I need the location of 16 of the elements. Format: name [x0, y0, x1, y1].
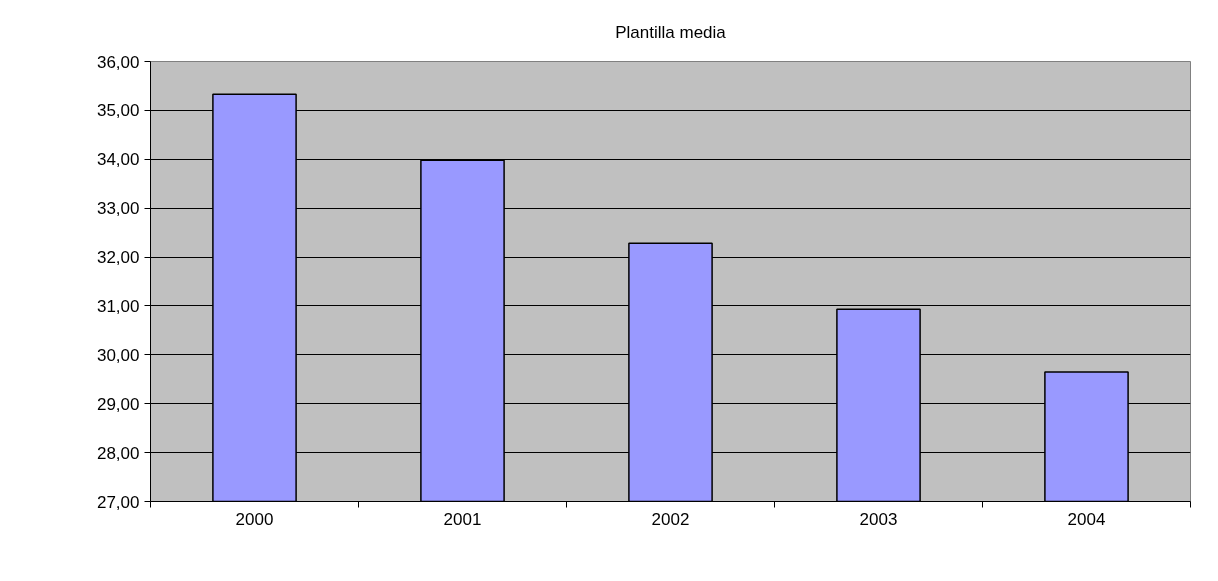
chart-title: Plantilla media [615, 22, 727, 42]
y-tick-label: 33,00 [96, 199, 140, 219]
y-tick-label: 34,00 [96, 150, 140, 170]
x-tick-label: 2004 [1067, 509, 1106, 529]
y-tick-label: 31,00 [96, 296, 140, 316]
y-tick-label: 30,00 [96, 345, 140, 365]
x-tick-label: 2000 [235, 509, 274, 529]
y-tick-label: 28,00 [96, 443, 140, 463]
y-tick-label: 29,00 [96, 394, 140, 414]
x-tick-label: 2002 [651, 509, 690, 529]
x-tick-label: 2003 [859, 509, 898, 529]
x-tick-label: 2001 [443, 509, 482, 529]
y-tick-label: 36,00 [96, 52, 140, 72]
y-tick-label: 27,00 [96, 492, 140, 512]
y-tick-label: 32,00 [96, 248, 140, 268]
y-tick-label: 35,00 [96, 101, 140, 121]
